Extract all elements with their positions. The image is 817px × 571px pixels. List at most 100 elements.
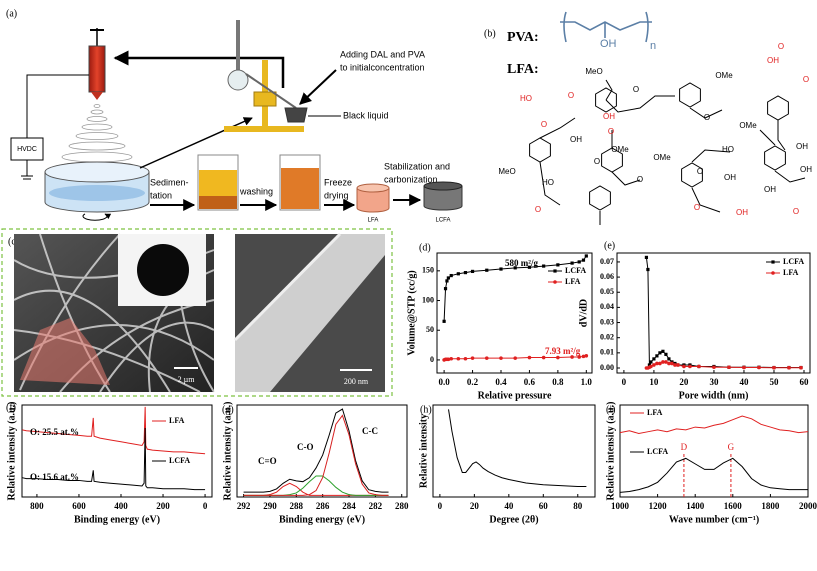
x-tick-label: 800 xyxy=(30,501,44,511)
axis-frame xyxy=(21,404,213,498)
chem-group: HO xyxy=(542,178,554,187)
point xyxy=(712,365,716,370)
point xyxy=(652,357,656,361)
x-tick-label: 20 xyxy=(470,501,480,511)
series-line xyxy=(22,427,206,491)
legend-label: LCFA xyxy=(565,266,586,275)
panel-label: (d) xyxy=(419,242,431,253)
tube xyxy=(245,73,297,109)
point xyxy=(772,365,776,370)
x-tick-label: 0.0 xyxy=(438,377,450,387)
chart: (h) 0 20 40 60 80 Degree (2θ) Relative intensit… xyxy=(418,404,596,525)
chem-group: HO xyxy=(520,94,532,103)
beaker xyxy=(284,107,308,123)
chem-group: OH xyxy=(570,135,582,144)
point xyxy=(649,364,653,369)
series-line xyxy=(243,414,389,496)
x-tick-label: 200 xyxy=(156,501,170,511)
point xyxy=(499,267,503,271)
point xyxy=(661,349,665,353)
legend-label: LFA xyxy=(783,268,799,277)
highlight xyxy=(20,318,110,385)
point xyxy=(485,268,489,272)
series-line xyxy=(243,482,389,496)
y-axis-label: dV/dD xyxy=(578,299,589,327)
legend-marker xyxy=(771,271,775,275)
x-tick-label: 280 xyxy=(395,501,409,511)
chem-group: O xyxy=(704,113,710,122)
chart: (f) 800 600 400 200 0 Binding energy (eV) Relat… xyxy=(6,402,213,525)
y-tick-label: 0.01 xyxy=(600,348,614,357)
series-line xyxy=(22,406,206,455)
point xyxy=(556,263,560,267)
y-axis-label: Relative intensity (a.u.) xyxy=(222,402,233,501)
chem-group: O xyxy=(633,85,639,94)
point xyxy=(470,269,475,274)
point xyxy=(570,261,574,265)
axis-frame xyxy=(436,252,593,374)
ring xyxy=(601,147,623,173)
wire xyxy=(21,74,89,180)
point xyxy=(556,355,560,360)
point xyxy=(647,363,652,367)
point xyxy=(484,356,489,360)
liquid xyxy=(281,168,319,209)
scale-text: 200 nm xyxy=(344,377,369,386)
point xyxy=(463,271,468,275)
chart: (d) 0.0 0.2 0.4 0.6 0.8 1.0 0 50 100 150 Relative p… xyxy=(406,242,593,401)
y-tick-label: 0.03 xyxy=(600,317,614,326)
chart: (i) 1000 1200 1400 1600 1800 2000 Wave number (… xyxy=(605,402,817,526)
y-axis-label: Relative intensity (a.u.) xyxy=(605,402,616,501)
panel-label: (b) xyxy=(484,28,496,39)
series-line xyxy=(243,408,389,493)
point xyxy=(584,254,588,258)
point xyxy=(584,353,589,358)
x-tick-label: 286 xyxy=(316,501,330,511)
step-text: Stabilization and xyxy=(384,161,450,171)
annotation: O: 15.6 at.% xyxy=(30,472,79,482)
bath xyxy=(49,185,145,201)
chem-group: O xyxy=(697,167,703,176)
y-tick-label: 0.07 xyxy=(600,257,614,266)
y-axis-label: Relative intensity (a.u.) xyxy=(6,402,17,501)
point xyxy=(446,357,451,362)
legend-label: LFA xyxy=(647,408,663,417)
point xyxy=(527,265,532,269)
x-tick-label: 80 xyxy=(573,501,583,511)
axis-frame xyxy=(619,404,809,498)
step-text: Sedimen- xyxy=(150,177,189,187)
peak-label: G xyxy=(728,442,735,452)
chem-group: OMe xyxy=(611,145,629,154)
chem-group: OH xyxy=(603,112,615,121)
point xyxy=(577,355,582,359)
x-tick-label: 282 xyxy=(369,501,383,511)
legend-label: LFA xyxy=(169,416,185,425)
panel-label: (g) xyxy=(222,404,234,415)
legend-label: LCFA xyxy=(783,257,804,266)
x-tick-label: 2000 xyxy=(799,501,817,511)
point xyxy=(541,355,546,360)
chem-group: OMe xyxy=(715,71,733,80)
point xyxy=(799,365,803,370)
chem-group: OH xyxy=(764,185,776,194)
annotation: O: 25.5 at.% xyxy=(30,427,79,437)
series-line xyxy=(243,475,389,496)
point xyxy=(661,360,665,364)
lcfa-sample xyxy=(423,186,463,211)
chem-group: OMe xyxy=(739,121,757,130)
syringe-tip xyxy=(91,92,103,100)
x-tick-label: 0 xyxy=(438,501,443,511)
step-text: Black liquid xyxy=(343,110,389,120)
x-tick-label: 1.0 xyxy=(581,377,593,387)
legend-label: LFA xyxy=(565,277,581,286)
chem-group: OH xyxy=(767,56,779,65)
legend-label: LCFA xyxy=(169,456,190,465)
point xyxy=(513,356,518,360)
point xyxy=(456,356,461,361)
y-axis-label: Relative intensity xyxy=(418,414,429,488)
scale-text: 2 µm xyxy=(178,375,196,384)
lfa-sample xyxy=(356,188,390,213)
x-tick-label: 290 xyxy=(263,501,277,511)
stand-base xyxy=(224,126,304,132)
